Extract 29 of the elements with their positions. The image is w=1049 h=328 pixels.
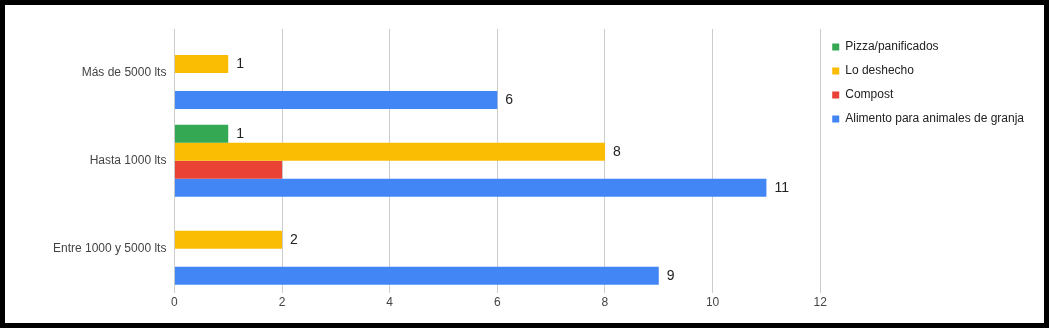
bar: [174, 266, 659, 285]
legend-label: Alimento para animales de granja: [845, 111, 1025, 126]
bar: [174, 178, 767, 197]
data-label: 1: [236, 124, 245, 141]
data-label: 1: [236, 54, 245, 71]
y-tick-label: Hasta 1000 lts: [89, 153, 167, 168]
x-tick-label: 10: [705, 295, 720, 310]
y-tick-label: Entre 1000 y 5000 lts: [52, 240, 167, 255]
legend-label: Pizza/panificados: [845, 39, 939, 54]
x-tick-label: 0: [171, 295, 179, 310]
x-tick-label: 6: [493, 295, 501, 310]
bar: [174, 54, 229, 73]
x-tick-label: 8: [601, 295, 609, 310]
x-tick-label: 12: [813, 295, 828, 310]
x-tick-label: 4: [386, 295, 394, 310]
x-tick-label: 2: [278, 295, 286, 310]
legend-label: Compost: [845, 87, 894, 102]
y-tick-label: Más de 5000 lts: [81, 65, 167, 80]
bar: [174, 230, 283, 249]
legend-label: Lo deshecho: [845, 63, 915, 78]
bar: [174, 160, 283, 179]
bar: [174, 142, 605, 161]
data-label: 2: [290, 230, 299, 247]
data-label: 9: [666, 266, 675, 283]
data-label: 8: [612, 142, 621, 159]
bar: [174, 124, 229, 143]
bar: [174, 90, 498, 109]
data-label: 6: [505, 90, 514, 107]
data-label: 11: [774, 178, 790, 195]
